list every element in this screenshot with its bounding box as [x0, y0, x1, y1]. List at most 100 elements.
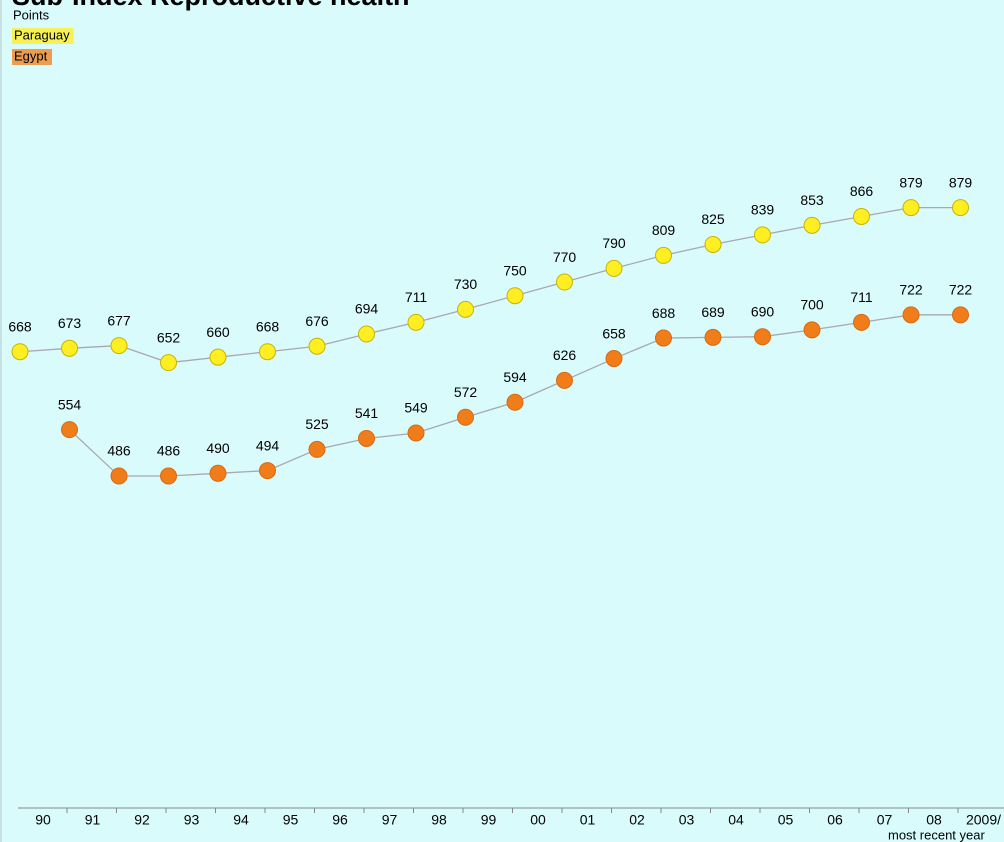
data-point [506, 393, 524, 411]
x-tick-label: 04 [728, 812, 744, 828]
data-point [11, 343, 29, 361]
data-point [160, 354, 177, 372]
data-label: 711 [405, 289, 428, 305]
x-axis-label: most recent year [888, 827, 985, 842]
x-tick-label: 96 [332, 812, 348, 828]
data-label: 770 [553, 249, 577, 265]
data-label: 658 [602, 325, 626, 341]
data-label: 525 [305, 416, 329, 432]
data-point [803, 216, 821, 234]
data-point [902, 306, 920, 324]
data-point [853, 207, 870, 225]
data-label: 790 [602, 235, 626, 251]
data-point [259, 343, 276, 361]
data-point [308, 337, 326, 355]
data-point [110, 467, 128, 485]
data-label: 494 [256, 437, 280, 453]
data-label: 809 [652, 222, 676, 238]
data-label: 722 [949, 282, 973, 298]
data-point [407, 313, 425, 331]
data-label: 688 [652, 305, 676, 321]
data-point [457, 300, 474, 318]
legend-label: Egypt [14, 48, 48, 63]
data-point [655, 329, 672, 347]
data-label: 722 [899, 282, 923, 298]
x-tick-label: 98 [431, 812, 447, 828]
data-label: 486 [107, 443, 131, 459]
data-label: 594 [503, 369, 527, 385]
data-point [259, 462, 276, 480]
chart-title: Sub-Index Reproductive health [12, 0, 410, 11]
data-label: 626 [553, 347, 577, 363]
x-tick-label: 03 [679, 812, 695, 828]
data-point [160, 467, 177, 485]
legend-swatch [12, 28, 74, 44]
data-point [952, 199, 969, 217]
data-label: 554 [58, 396, 82, 412]
x-tick-label: 07 [877, 812, 893, 828]
data-point [853, 313, 870, 331]
data-point [457, 408, 474, 426]
legend-label: Paraguay [14, 27, 70, 42]
data-point [209, 464, 227, 482]
data-point [605, 350, 623, 368]
data-point [803, 321, 821, 339]
data-label: 853 [800, 192, 824, 208]
legend-title: Points [13, 7, 50, 22]
x-tick-label: 05 [778, 812, 794, 828]
data-point [952, 306, 969, 324]
data-label: 652 [157, 329, 181, 345]
data-label: 750 [503, 262, 527, 278]
x-tick-label: 92 [134, 812, 150, 828]
data-point [655, 246, 672, 264]
data-label: 730 [454, 276, 478, 292]
data-point [61, 339, 78, 357]
data-point [358, 325, 375, 343]
data-label: 673 [58, 315, 82, 331]
x-tick-label: 94 [233, 812, 249, 828]
data-point [61, 421, 78, 439]
data-label: 700 [800, 297, 824, 313]
data-point [704, 328, 722, 346]
data-label: 572 [454, 384, 478, 400]
data-point [556, 371, 573, 389]
data-label: 541 [355, 405, 379, 421]
x-tick-label: 90 [35, 812, 51, 828]
data-point [902, 199, 920, 217]
data-label: 694 [355, 301, 379, 317]
x-tick-label: 97 [382, 812, 398, 828]
x-tick-label: 02 [629, 812, 645, 828]
x-tick-label: 95 [283, 812, 299, 828]
data-label: 668 [256, 318, 280, 334]
legend-swatch [12, 49, 52, 65]
data-label: 676 [305, 313, 329, 329]
data-point [754, 226, 771, 244]
x-tick-label: 2009/ [966, 812, 1001, 828]
data-point [704, 235, 722, 253]
x-tick-label: 06 [827, 812, 843, 828]
data-label: 490 [206, 440, 230, 456]
data-point [556, 273, 573, 291]
x-tick-label: 93 [184, 812, 200, 828]
data-point [407, 424, 425, 442]
data-point [754, 328, 771, 346]
data-label: 711 [850, 289, 873, 305]
x-tick-label: 08 [926, 812, 942, 828]
x-tick-label: 91 [85, 812, 101, 828]
data-label: 866 [850, 183, 874, 199]
data-point [308, 440, 326, 458]
x-tick-label: 00 [530, 812, 546, 828]
data-label: 689 [701, 304, 725, 320]
data-point [209, 348, 227, 366]
data-label: 839 [751, 202, 775, 218]
data-point [110, 337, 128, 355]
data-label: 668 [8, 318, 32, 334]
data-label: 549 [404, 400, 428, 416]
data-point [506, 287, 524, 305]
data-label: 486 [157, 443, 181, 459]
data-label: 879 [949, 174, 973, 190]
data-label: 690 [751, 303, 775, 319]
x-tick-label: 99 [481, 812, 497, 828]
